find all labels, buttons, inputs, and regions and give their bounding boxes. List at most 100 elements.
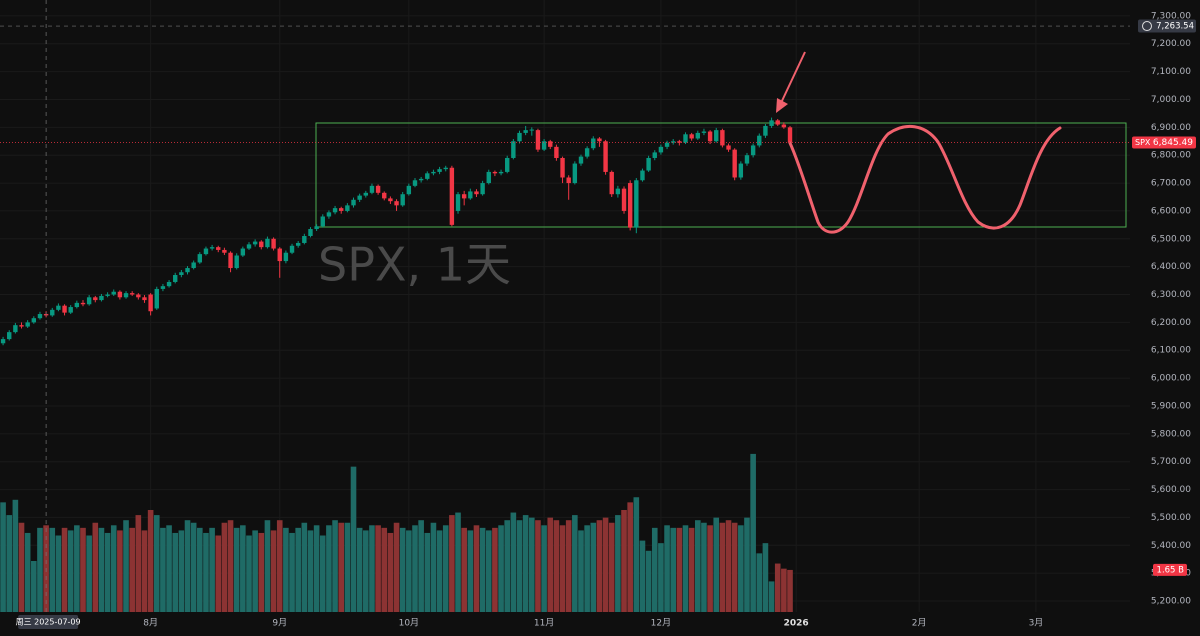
candle-body <box>265 238 270 248</box>
volume-bar <box>240 525 246 612</box>
candle-body <box>707 131 713 142</box>
last-price-box <box>1132 136 1196 149</box>
symbol-label: SPX <box>1135 138 1151 147</box>
candle-body <box>0 339 6 344</box>
y-tick-label: 5,500.00 <box>1151 513 1191 523</box>
candle-body <box>541 141 547 150</box>
candle-body <box>160 286 166 289</box>
volume-bar <box>522 515 529 612</box>
volume-bar <box>319 535 326 612</box>
candle-body <box>486 171 491 184</box>
y-tick-label: 6,600.00 <box>1151 206 1191 216</box>
candle-body <box>671 141 676 143</box>
candle-body <box>781 124 787 128</box>
volume-bar <box>141 530 148 612</box>
volume-bar <box>633 497 640 612</box>
volume-bar <box>738 525 744 612</box>
candle-body <box>757 135 762 146</box>
candle-body <box>185 268 190 273</box>
candle-body <box>246 244 252 249</box>
candle-body <box>173 275 178 282</box>
candle-body <box>99 295 104 301</box>
crosshair-date-box <box>18 615 79 629</box>
volume-bar <box>227 520 234 612</box>
volume-bar <box>658 543 664 612</box>
volume-bar <box>98 527 105 612</box>
volume-bar <box>301 522 308 612</box>
volume-bar <box>651 527 658 612</box>
candle-body <box>572 163 578 184</box>
candle-body <box>443 167 448 170</box>
candle-body <box>345 205 350 211</box>
crosshair-date-label: 周三 2025-07-09 <box>16 618 81 627</box>
volume-bar <box>289 532 295 612</box>
watermark: SPX, 1天 <box>318 238 511 292</box>
candle-body <box>31 318 37 323</box>
volume-bar <box>584 525 590 612</box>
volume-bar <box>350 466 357 612</box>
candle-body <box>203 248 209 255</box>
volume-bar <box>762 543 769 612</box>
volume-bar <box>67 530 74 612</box>
candle-body <box>62 305 67 313</box>
candle-body <box>505 157 510 172</box>
candle-body <box>252 241 258 245</box>
candle-body <box>738 163 744 178</box>
volume-bar <box>430 522 437 612</box>
candle-body <box>308 229 313 237</box>
volume-bar <box>479 527 486 612</box>
volume-bar <box>190 522 197 612</box>
volume-bar <box>276 520 283 612</box>
x-tick-label: 9月 <box>272 618 287 629</box>
volume-bar <box>258 532 265 612</box>
x-tick-label: 10月 <box>399 618 419 629</box>
volume-bar <box>184 520 191 612</box>
volume-bar <box>768 581 775 612</box>
candle-body <box>166 281 172 287</box>
volume-bar <box>369 525 375 612</box>
volume-bar <box>356 527 363 612</box>
y-tick-label: 6,400.00 <box>1151 262 1191 272</box>
volume-pane <box>0 453 793 612</box>
candle-body <box>351 199 356 206</box>
x-tick-label: 2月 <box>912 618 927 629</box>
y-tick-label: 7,300.00 <box>1151 11 1191 21</box>
volume-bar <box>18 522 25 612</box>
candle-body <box>591 138 596 149</box>
candle-body <box>634 180 639 228</box>
candle-body <box>535 130 541 150</box>
candle-body <box>726 145 731 150</box>
candle-body <box>677 141 682 143</box>
volume-bar <box>338 522 345 612</box>
candle-body <box>597 138 602 142</box>
candle-body <box>136 294 141 298</box>
projection-path <box>788 125 1062 234</box>
volume-bar <box>49 527 56 612</box>
volume-label-box <box>1153 563 1187 576</box>
y-tick-label: 6,900.00 <box>1151 123 1191 133</box>
volume-bar <box>627 502 633 612</box>
volume-bar <box>246 535 252 612</box>
volume-bar <box>615 515 621 612</box>
candle-body <box>228 252 233 269</box>
candle-body <box>425 173 430 179</box>
volume-bar <box>694 520 701 612</box>
candle-body <box>683 134 688 143</box>
volume-bar <box>485 530 492 612</box>
candle-body <box>382 192 387 199</box>
candle-body <box>695 132 700 139</box>
volume-bar <box>252 530 258 612</box>
candle-body <box>750 145 756 156</box>
y-tick-label: 5,700.00 <box>1151 457 1191 467</box>
volume-bar <box>160 527 166 612</box>
candle-body <box>474 191 479 195</box>
volume-bar <box>492 527 498 612</box>
candle-body <box>548 141 553 147</box>
volume-bar <box>381 527 388 612</box>
volume-bar <box>608 522 615 612</box>
candle-body <box>388 198 393 202</box>
y-tick-label: 6,100.00 <box>1151 346 1191 356</box>
candle-body <box>50 309 55 316</box>
candle-body <box>468 191 473 199</box>
